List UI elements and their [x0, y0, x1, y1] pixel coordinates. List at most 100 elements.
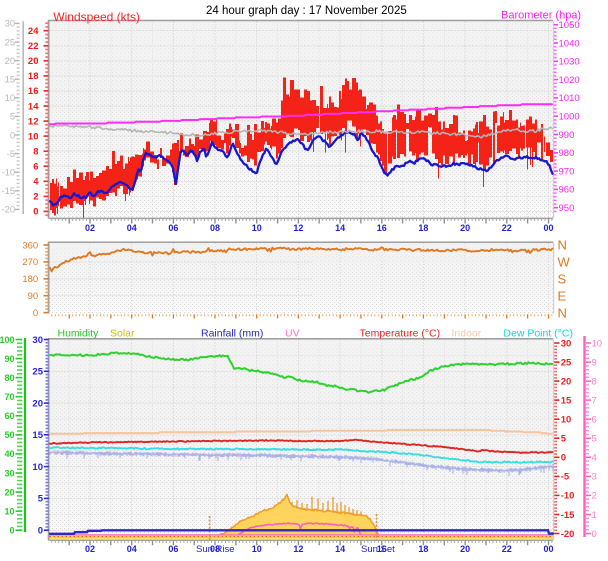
svg-text:Barometer (hpa): Barometer (hpa) — [501, 10, 581, 22]
svg-text:20: 20 — [28, 56, 39, 67]
svg-text:30: 30 — [561, 338, 572, 349]
svg-text:15: 15 — [561, 395, 572, 406]
svg-text:0: 0 — [38, 526, 43, 537]
svg-text:18: 18 — [418, 544, 428, 554]
svg-text:60: 60 — [4, 411, 14, 421]
svg-text:8: 8 — [592, 376, 597, 387]
svg-text:100: 100 — [0, 335, 15, 345]
svg-text:04: 04 — [127, 544, 137, 554]
svg-text:5: 5 — [38, 494, 44, 505]
svg-text:180: 180 — [22, 274, 38, 285]
svg-text:0: 0 — [561, 453, 566, 464]
svg-text:0: 0 — [592, 529, 597, 540]
svg-text:15: 15 — [32, 430, 43, 441]
svg-text:02: 02 — [85, 223, 95, 233]
svg-text:20: 20 — [5, 56, 16, 67]
svg-text:8: 8 — [33, 147, 38, 158]
svg-text:24 hour graph day : 17 Novembe: 24 hour graph day : 17 November 2025 — [206, 5, 407, 17]
svg-text:960: 960 — [559, 185, 575, 196]
svg-text:2: 2 — [592, 491, 597, 502]
svg-text:-20: -20 — [1, 205, 15, 216]
svg-text:22: 22 — [28, 41, 39, 52]
svg-text:9: 9 — [592, 357, 597, 368]
svg-text:-20: -20 — [561, 529, 575, 540]
svg-text:14: 14 — [335, 544, 345, 554]
svg-text:00: 00 — [543, 223, 553, 233]
svg-text:16: 16 — [377, 544, 387, 554]
svg-text:90: 90 — [28, 291, 39, 302]
svg-text:08: 08 — [210, 223, 220, 233]
svg-text:6: 6 — [592, 415, 597, 426]
svg-text:Dew Point (°C): Dew Point (°C) — [503, 328, 573, 340]
svg-text:UV: UV — [285, 328, 300, 340]
svg-text:00: 00 — [543, 544, 553, 554]
svg-text:4: 4 — [592, 453, 597, 464]
svg-text:Rainfall (mm): Rainfall (mm) — [201, 328, 263, 340]
svg-text:5: 5 — [592, 434, 597, 445]
svg-text:15: 15 — [5, 75, 16, 86]
svg-text:10: 10 — [28, 131, 39, 142]
svg-text:4: 4 — [33, 177, 39, 188]
svg-text:06: 06 — [168, 223, 178, 233]
svg-text:1000: 1000 — [559, 112, 580, 123]
svg-text:-15: -15 — [1, 186, 15, 197]
svg-text:22: 22 — [502, 544, 512, 554]
svg-text:90: 90 — [4, 354, 14, 364]
svg-text:22: 22 — [502, 223, 512, 233]
svg-text:25: 25 — [5, 37, 16, 48]
svg-text:N: N — [558, 238, 567, 253]
svg-text:06: 06 — [168, 544, 178, 554]
svg-text:E: E — [558, 288, 567, 303]
svg-text:18: 18 — [418, 223, 428, 233]
svg-text:14: 14 — [28, 101, 39, 112]
svg-text:20: 20 — [460, 544, 470, 554]
svg-text:10: 10 — [32, 462, 43, 473]
svg-text:Indoor: Indoor — [452, 328, 482, 340]
svg-text:N: N — [558, 305, 567, 320]
svg-text:-5: -5 — [7, 149, 15, 160]
svg-text:1040: 1040 — [559, 38, 580, 49]
svg-text:Sun Set: Sun Set — [361, 544, 395, 555]
svg-text:1030: 1030 — [559, 57, 580, 68]
svg-text:16: 16 — [377, 223, 387, 233]
svg-text:04: 04 — [127, 223, 137, 233]
svg-text:10: 10 — [592, 338, 603, 349]
svg-text:20: 20 — [561, 376, 572, 387]
svg-text:S: S — [558, 272, 567, 287]
svg-text:270: 270 — [22, 257, 38, 268]
svg-text:Solar: Solar — [110, 328, 135, 340]
svg-text:-10: -10 — [561, 491, 575, 502]
svg-text:10: 10 — [561, 415, 572, 426]
svg-text:50: 50 — [4, 430, 14, 440]
svg-text:10: 10 — [252, 544, 262, 554]
svg-text:40: 40 — [4, 449, 14, 459]
svg-text:Humidity: Humidity — [58, 328, 100, 340]
svg-text:Windspeed (kts): Windspeed (kts) — [53, 10, 140, 24]
svg-text:360: 360 — [22, 240, 38, 251]
svg-text:1010: 1010 — [559, 93, 580, 104]
svg-text:Temperature (°C): Temperature (°C) — [360, 328, 441, 340]
svg-text:5: 5 — [561, 434, 567, 445]
svg-text:30: 30 — [32, 335, 43, 346]
svg-text:25: 25 — [32, 367, 43, 378]
svg-text:5: 5 — [10, 112, 15, 123]
svg-text:0: 0 — [9, 526, 14, 536]
svg-text:0: 0 — [33, 308, 38, 319]
svg-text:12: 12 — [293, 544, 303, 554]
svg-text:950: 950 — [559, 203, 575, 214]
svg-text:990: 990 — [559, 130, 575, 141]
svg-text:980: 980 — [559, 148, 575, 159]
svg-text:20: 20 — [4, 487, 14, 497]
svg-text:25: 25 — [561, 357, 572, 368]
svg-text:10: 10 — [4, 506, 14, 516]
svg-text:10: 10 — [252, 223, 262, 233]
svg-text:30: 30 — [5, 19, 16, 30]
svg-text:1020: 1020 — [559, 75, 580, 86]
svg-text:Sun Rise: Sun Rise — [196, 544, 235, 555]
svg-text:3: 3 — [592, 472, 597, 483]
svg-text:2: 2 — [33, 192, 38, 203]
svg-text:1: 1 — [592, 510, 597, 521]
svg-text:1050: 1050 — [559, 20, 580, 31]
svg-text:14: 14 — [335, 223, 345, 233]
svg-text:70: 70 — [4, 392, 14, 402]
